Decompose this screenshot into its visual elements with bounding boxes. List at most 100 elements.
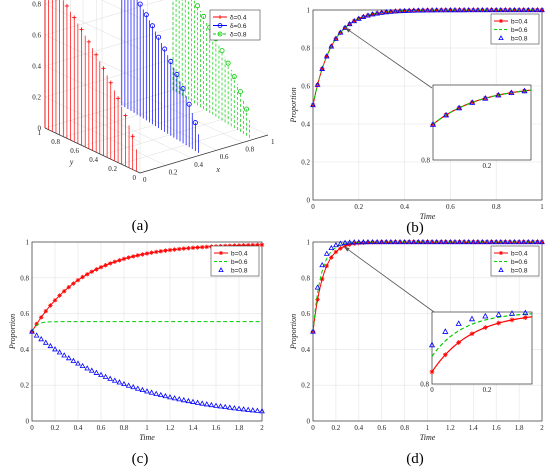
star-marker [347, 242, 352, 247]
triangle-marker [470, 238, 477, 245]
triangle-marker [520, 6, 527, 13]
triangle-marker [319, 261, 326, 268]
triangle-marker [456, 7, 463, 13]
triangle-marker [249, 407, 256, 413]
z-tick-label: 0.6 [32, 32, 41, 40]
triangle-marker [342, 24, 348, 30]
star-marker [71, 281, 76, 286]
series-line-1 [31, 321, 262, 332]
triangle-marker [410, 7, 417, 13]
star-marker [260, 243, 264, 247]
triangle-marker [199, 400, 206, 406]
y-tick-label: 0 [307, 197, 311, 205]
star-marker [89, 269, 94, 274]
triangle-marker [240, 406, 247, 412]
circle-marker [174, 72, 180, 78]
triangle-marker [495, 91, 502, 98]
triangle-marker [360, 239, 367, 245]
grid-leftwall-z [101, 0, 141, 19]
chart-panel-c: 0 0.2 0.4 0.6 0.8 1 1.2 1.4 1.6 1.8 2 0 0.2 0.4 0.6 0.8… [8, 239, 265, 442]
x-tick-label: 0 [311, 203, 315, 211]
circle-marker [217, 31, 223, 37]
triangle-marker [475, 6, 481, 13]
y-tick-label: 0 [307, 418, 311, 426]
triangle-marker [130, 383, 137, 390]
circle-marker [225, 60, 231, 66]
triangle-marker [213, 402, 219, 408]
y-tick-label: 0.4 [89, 156, 98, 164]
triangle-marker [190, 398, 196, 404]
triangle-marker [369, 238, 376, 245]
triangle-marker [392, 238, 399, 245]
chart-panel-a: 00.20.40.60.8100.20.40.60.8100.20.40.60.… [32, 0, 275, 184]
triangle-marker [470, 6, 477, 13]
triangle-marker [383, 238, 390, 245]
inset-y-tick: 0.8 [421, 157, 430, 165]
triangle-marker [502, 238, 509, 245]
star-marker [334, 250, 338, 254]
star-marker [62, 289, 67, 293]
triangle-marker [502, 6, 509, 13]
triangle-marker [456, 104, 463, 111]
circle-marker [180, 86, 186, 92]
triangle-marker [438, 7, 445, 13]
star-marker [195, 245, 200, 250]
x-tick-label: 0.2 [354, 203, 363, 211]
triangle-marker [508, 310, 516, 316]
triangle-marker [374, 10, 380, 16]
triangle-marker [525, 6, 532, 13]
triangle-marker [314, 284, 321, 290]
circle-marker [219, 48, 225, 54]
triangle-marker [469, 99, 476, 105]
star-marker [496, 321, 501, 326]
triangle-marker [479, 6, 486, 13]
triangle-marker [218, 267, 224, 273]
y-tick-label: 0.2 [301, 382, 310, 390]
grid-leftwall-z [44, 3, 141, 50]
star-marker [329, 255, 334, 260]
y-tick-label: 0.4 [301, 346, 310, 354]
triangle-marker [70, 357, 77, 363]
triangle-marker [333, 35, 339, 41]
triangle-marker [259, 408, 265, 414]
inset-x-tick0: 0 [430, 386, 434, 394]
z-tick-label: 0.2 [32, 94, 41, 102]
triangle-marker [484, 238, 490, 245]
triangle-marker [125, 382, 132, 388]
x-tick-label: 2 [540, 424, 544, 432]
x-tick-label: 0.2 [169, 168, 178, 176]
y-tick-label: 1 [26, 239, 30, 247]
panel-caption: (c) [132, 451, 149, 467]
star-marker [510, 317, 514, 322]
circle-marker [149, 23, 155, 29]
star-marker [103, 263, 108, 268]
inset-series-line-1 [432, 89, 532, 125]
x-tick-label: 1.2 [446, 424, 455, 432]
star-marker [499, 19, 503, 23]
triangle-marker [452, 7, 458, 13]
triangle-marker [493, 238, 500, 245]
triangle-marker [511, 6, 518, 13]
triangle-marker [222, 403, 229, 410]
inset-arrow-head [345, 27, 351, 33]
x-axis-label: Time [139, 433, 155, 442]
triangle-marker [328, 244, 335, 251]
triangle-marker [442, 7, 449, 13]
star-marker [48, 303, 53, 308]
x-axis-label: x [215, 165, 220, 174]
star-marker [315, 297, 320, 302]
star-marker [57, 293, 62, 298]
legend-label-0: b=0.4 [511, 18, 528, 25]
triangle-marker [488, 6, 495, 13]
star-marker [154, 250, 159, 254]
inset-box [431, 311, 533, 385]
y-tick-label: 1 [307, 239, 311, 247]
y-tick-label: 0 [26, 418, 30, 426]
triangle-marker [79, 362, 86, 368]
triangle-marker [452, 238, 458, 245]
circle-marker [217, 23, 223, 28]
x-tick-label: 1.6 [212, 424, 221, 432]
x-axis [139, 134, 269, 174]
x-tick-label: 1 [271, 138, 275, 146]
